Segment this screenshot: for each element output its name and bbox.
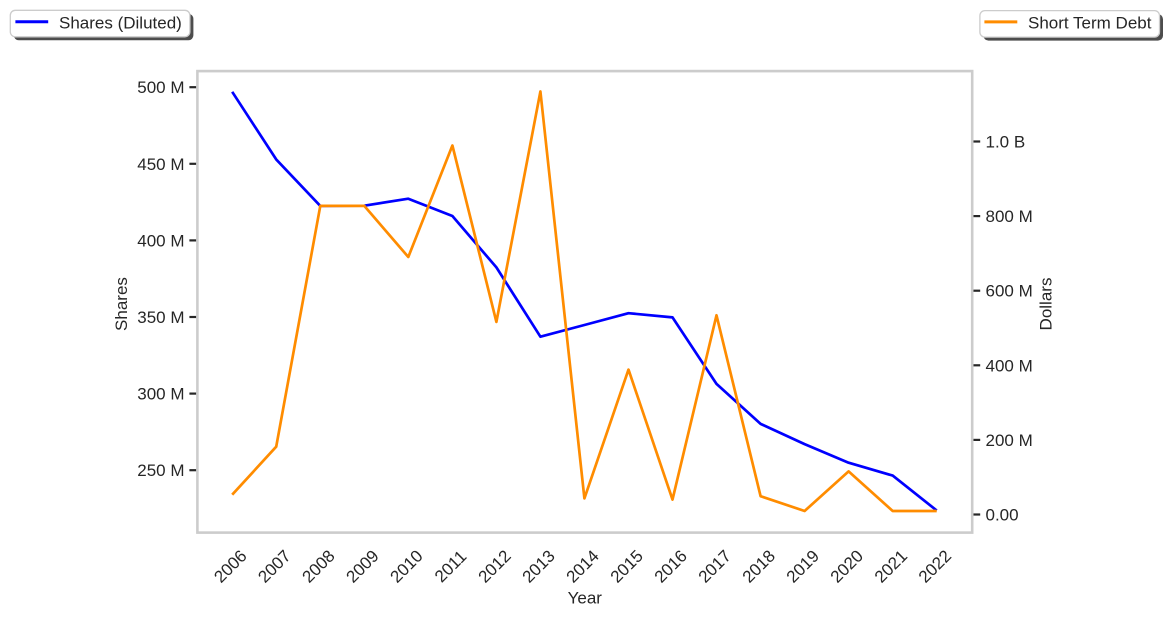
- svg-text:400 M: 400 M: [986, 356, 1033, 375]
- svg-text:350 M: 350 M: [137, 308, 184, 327]
- svg-text:600 M: 600 M: [986, 282, 1033, 301]
- svg-text:500 M: 500 M: [137, 78, 184, 97]
- svg-text:Shares: Shares: [112, 277, 131, 331]
- svg-text:300 M: 300 M: [137, 385, 184, 404]
- svg-text:450 M: 450 M: [137, 155, 184, 174]
- svg-text:Shares (Diluted): Shares (Diluted): [59, 13, 182, 32]
- svg-text:200 M: 200 M: [986, 431, 1033, 450]
- svg-text:1.0 B: 1.0 B: [986, 133, 1026, 152]
- svg-text:0.00: 0.00: [986, 506, 1019, 525]
- svg-text:400 M: 400 M: [137, 231, 184, 250]
- svg-text:800 M: 800 M: [986, 207, 1033, 226]
- svg-text:Dollars: Dollars: [1037, 278, 1056, 331]
- svg-text:250 M: 250 M: [137, 461, 184, 480]
- svg-text:Year: Year: [568, 589, 603, 608]
- svg-text:Short Term Debt: Short Term Debt: [1028, 13, 1152, 32]
